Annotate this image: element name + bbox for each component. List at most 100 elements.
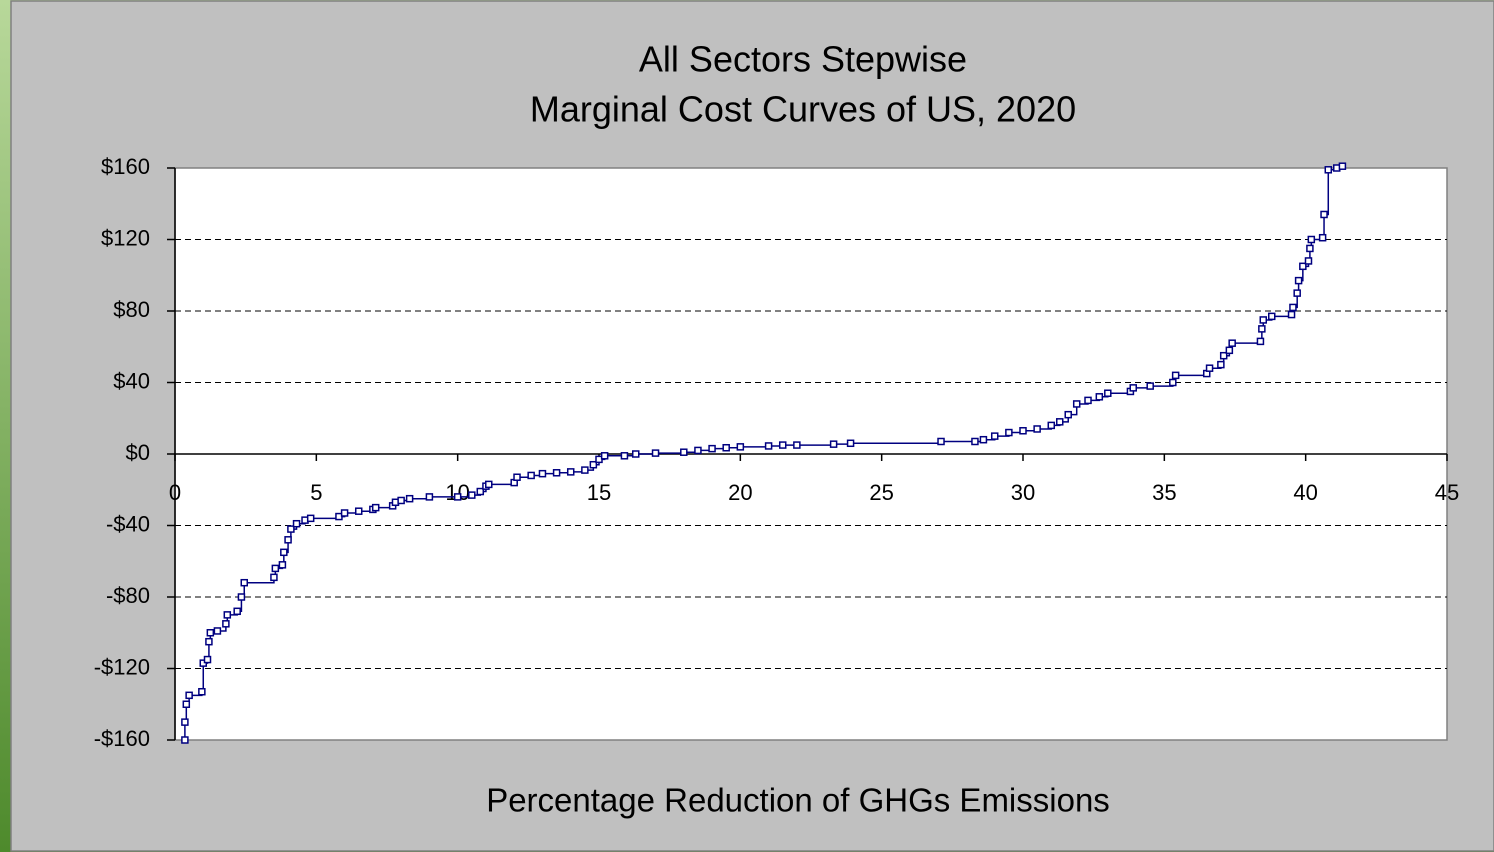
data-point bbox=[271, 564, 280, 573]
data-point bbox=[600, 452, 609, 460]
data-point bbox=[1320, 210, 1328, 219]
y-tick-label: $160 bbox=[101, 154, 150, 179]
data-point bbox=[1064, 410, 1072, 419]
data-point bbox=[513, 473, 521, 481]
data-point bbox=[620, 452, 629, 460]
data-point bbox=[1306, 244, 1314, 253]
data-point bbox=[937, 437, 945, 446]
data-point bbox=[405, 494, 414, 503]
data-point bbox=[1219, 351, 1228, 360]
data-point bbox=[1104, 389, 1112, 397]
x-tick-label: 0 bbox=[169, 480, 181, 505]
data-point bbox=[1129, 384, 1137, 392]
data-point bbox=[764, 442, 773, 450]
data-point bbox=[1299, 262, 1307, 271]
data-point bbox=[1084, 396, 1092, 405]
data-point bbox=[829, 440, 838, 448]
data-point bbox=[287, 525, 295, 533]
data-point bbox=[694, 446, 702, 455]
x-tick-label: 15 bbox=[587, 480, 611, 505]
data-point bbox=[1338, 162, 1347, 170]
y-tick-label: $80 bbox=[113, 297, 150, 322]
y-tick-label: -$120 bbox=[94, 654, 150, 679]
chart-subtitle: Marginal Cost Curves of US, 2020 bbox=[530, 89, 1076, 130]
data-point bbox=[1287, 310, 1296, 319]
data-point bbox=[213, 627, 222, 635]
data-point bbox=[1225, 346, 1234, 355]
data-point bbox=[468, 491, 476, 499]
data-point bbox=[1072, 400, 1081, 408]
data-point bbox=[371, 503, 380, 512]
data-point bbox=[340, 509, 349, 517]
data-point bbox=[680, 448, 688, 456]
data-point bbox=[1294, 276, 1303, 285]
data-point bbox=[631, 450, 640, 458]
x-tick-label: 10 bbox=[445, 480, 469, 505]
data-point bbox=[1307, 235, 1316, 244]
data-point bbox=[846, 439, 855, 448]
data-point bbox=[182, 700, 191, 708]
data-point bbox=[538, 469, 547, 478]
data-point bbox=[1289, 303, 1297, 312]
data-point bbox=[198, 687, 206, 696]
data-point bbox=[1146, 382, 1154, 390]
y-tick-label: -$80 bbox=[106, 583, 150, 608]
data-point bbox=[566, 468, 575, 476]
data-point bbox=[205, 637, 213, 646]
data-point bbox=[722, 443, 730, 452]
x-tick-label: 5 bbox=[310, 480, 322, 505]
data-point bbox=[284, 536, 292, 544]
data-point bbox=[581, 466, 589, 474]
data-point bbox=[203, 655, 212, 664]
y-tick-label: $40 bbox=[113, 368, 150, 393]
data-point bbox=[278, 561, 287, 569]
data-point bbox=[280, 548, 288, 557]
data-point bbox=[527, 471, 535, 480]
data-point bbox=[1019, 427, 1027, 435]
data-point bbox=[292, 519, 301, 528]
y-tick-label: -$40 bbox=[106, 511, 150, 536]
data-point bbox=[206, 629, 215, 637]
y-tick-label: -$160 bbox=[94, 726, 150, 751]
data-point bbox=[240, 578, 249, 587]
data-point bbox=[1055, 418, 1064, 426]
data-point bbox=[181, 718, 189, 726]
data-point bbox=[1047, 421, 1056, 430]
data-point bbox=[552, 469, 561, 477]
data-point bbox=[990, 432, 999, 440]
data-point bbox=[1324, 166, 1333, 174]
data-point bbox=[425, 493, 434, 501]
data-point bbox=[1293, 289, 1301, 297]
data-point bbox=[354, 507, 363, 515]
data-point bbox=[971, 437, 979, 446]
data-point bbox=[1205, 364, 1214, 372]
data-point bbox=[453, 493, 462, 501]
data-point bbox=[270, 573, 278, 582]
data-point bbox=[223, 611, 232, 619]
data-point bbox=[485, 480, 493, 489]
data-point bbox=[476, 487, 485, 496]
x-axis-label: Percentage Reduction of GHGs Emissions bbox=[486, 782, 1110, 819]
data-point bbox=[222, 620, 230, 628]
data-point bbox=[1033, 425, 1041, 433]
data-point bbox=[651, 449, 660, 457]
data-point bbox=[181, 736, 189, 744]
data-point bbox=[736, 443, 745, 451]
data-point bbox=[708, 444, 716, 453]
data-point bbox=[589, 460, 598, 469]
data-point bbox=[233, 607, 241, 616]
data-point bbox=[1171, 371, 1180, 380]
x-tick-label: 35 bbox=[1152, 480, 1176, 505]
data-point bbox=[397, 496, 405, 505]
x-tick-label: 45 bbox=[1435, 480, 1459, 505]
data-point bbox=[778, 441, 787, 449]
data-point bbox=[793, 441, 801, 449]
y-tick-label: $120 bbox=[101, 225, 150, 250]
data-point bbox=[1258, 325, 1266, 333]
data-point bbox=[1304, 257, 1313, 265]
data-point bbox=[979, 435, 988, 444]
data-point bbox=[237, 593, 246, 601]
data-point bbox=[1256, 337, 1265, 346]
